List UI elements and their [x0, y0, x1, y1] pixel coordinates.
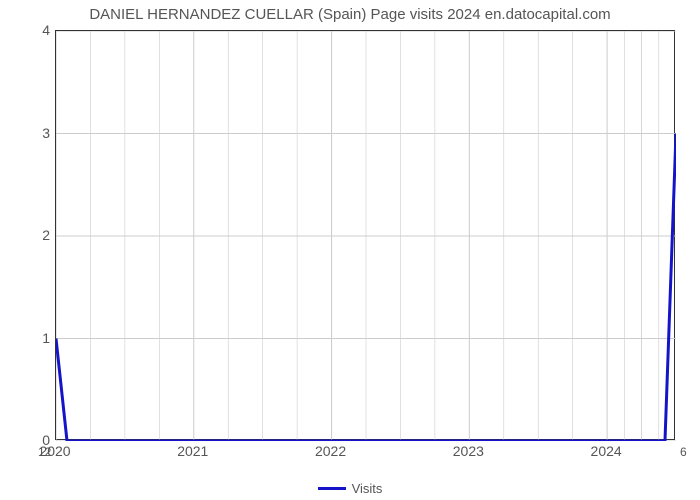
y-tick-label: 1: [10, 330, 50, 346]
legend-swatch: [318, 487, 346, 490]
x-tick-label: 2021: [177, 443, 208, 459]
plot-area: [55, 30, 675, 440]
y-tick-label: 4: [10, 22, 50, 38]
legend-label: Visits: [352, 481, 383, 496]
y-tick-label: 2: [10, 227, 50, 243]
plot-svg: [56, 31, 676, 441]
x-tick-label: 2023: [453, 443, 484, 459]
x-tick-label: 2024: [591, 443, 622, 459]
y-tick-label: 3: [10, 125, 50, 141]
aux-label: 12: [38, 445, 51, 459]
aux-label: 6: [680, 445, 687, 459]
chart-container: DANIEL HERNANDEZ CUELLAR (Spain) Page vi…: [0, 0, 700, 500]
x-tick-label: 2022: [315, 443, 346, 459]
legend: Visits: [0, 481, 700, 496]
chart-title: DANIEL HERNANDEZ CUELLAR (Spain) Page vi…: [0, 6, 700, 23]
